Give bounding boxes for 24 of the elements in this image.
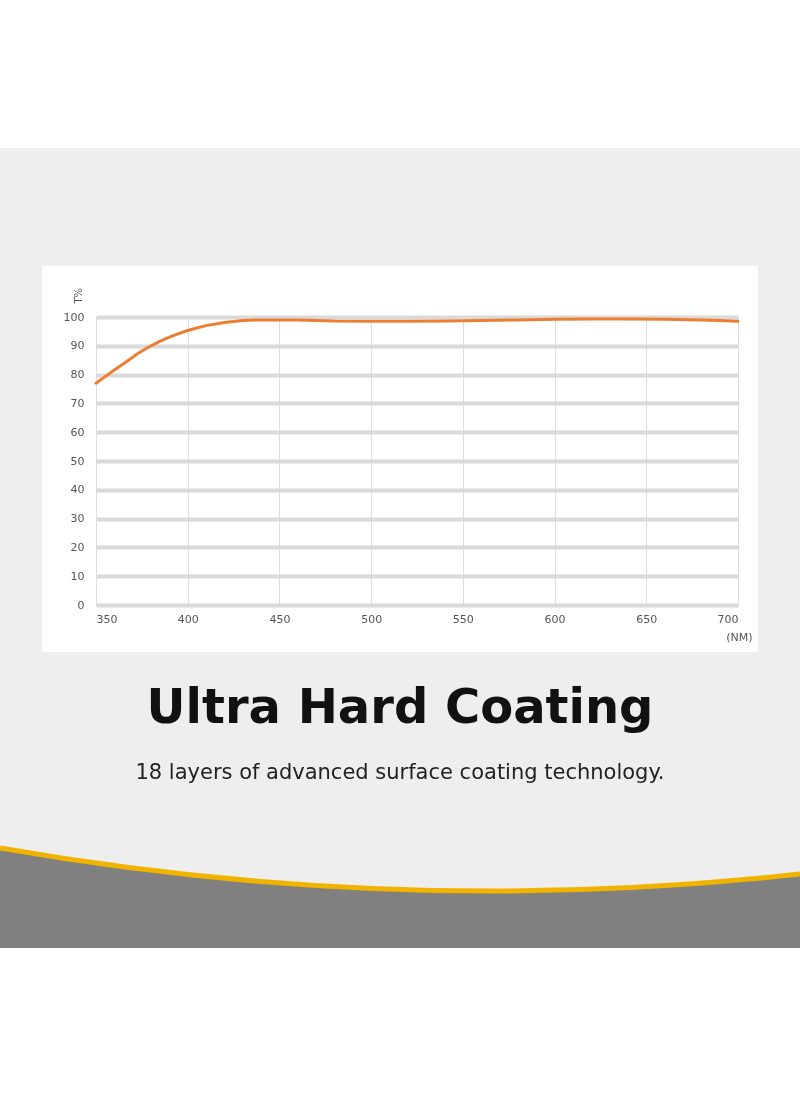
x-tick-label: 550 — [452, 612, 474, 626]
text: Ultra Hard Coating — [145, 678, 655, 734]
x-tick-label: 700 — [717, 612, 739, 626]
y-tick-label: 30 — [70, 512, 85, 526]
y-tick-label: 70 — [70, 396, 85, 410]
y-tick-label: 100 — [63, 310, 85, 324]
y-tick-label: 50 — [70, 454, 85, 468]
y-tick-label: 40 — [70, 483, 85, 497]
y-tick-label: 60 — [70, 425, 85, 439]
x-tick-label: 650 — [636, 612, 658, 626]
y-axis-title: T% — [72, 287, 84, 305]
x-tick-label: 500 — [361, 612, 383, 626]
x-tick-label: 400 — [177, 612, 199, 626]
text: 18 layers of advanced surface coating technology. — [134, 760, 666, 784]
y-tick-label: 20 — [70, 540, 85, 554]
y-tick-label: 80 — [70, 368, 85, 382]
x-axis-title: (NM) — [726, 630, 753, 644]
x-tick-label: 600 — [544, 612, 566, 626]
y-tick-label: 10 — [70, 569, 85, 583]
x-tick-label: 450 — [269, 612, 291, 626]
x-tick-label: 350 — [96, 612, 118, 626]
y-tick-label: 90 — [70, 339, 85, 353]
y-tick-label: 0 — [77, 598, 85, 612]
line-series — [94, 317, 740, 385]
